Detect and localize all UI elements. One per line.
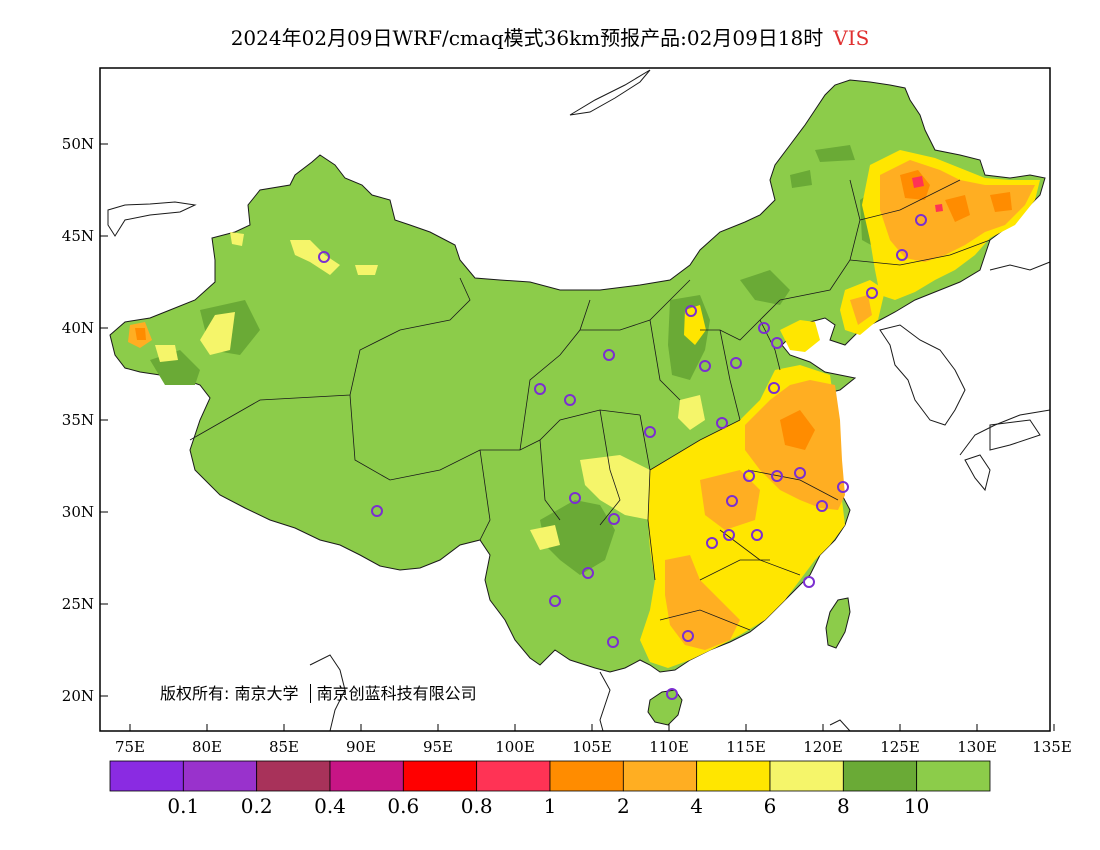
lat-label: 45N bbox=[62, 227, 94, 245]
lat-label: 50N bbox=[62, 135, 94, 153]
legend-label: 2 bbox=[616, 794, 630, 818]
legend-label: 10 bbox=[903, 794, 930, 818]
province-boundaries bbox=[189, 179, 991, 631]
visibility-dark-orange-zones bbox=[135, 170, 1012, 450]
station-marker bbox=[607, 636, 619, 648]
lat-label: 40N bbox=[62, 319, 94, 337]
station-marker bbox=[915, 214, 927, 226]
station-marker bbox=[751, 529, 763, 541]
lon-label: 75E bbox=[115, 738, 145, 756]
legend-swatch bbox=[329, 760, 404, 792]
legend-swatch bbox=[696, 760, 771, 792]
legend-label: 0.1 bbox=[167, 794, 200, 818]
lon-label: 125E bbox=[880, 738, 920, 756]
legend-swatch bbox=[622, 760, 698, 792]
lon-label: 105E bbox=[572, 738, 612, 756]
neighbour-coastlines bbox=[107, 69, 1051, 732]
map-frame bbox=[99, 67, 1051, 732]
legend-label: 0.6 bbox=[387, 794, 420, 818]
lon-label: 120E bbox=[803, 738, 843, 756]
station-marker bbox=[569, 492, 581, 504]
title-variable: VIS bbox=[833, 26, 870, 50]
legend-swatch bbox=[916, 760, 991, 792]
legend-swatch bbox=[549, 760, 624, 792]
copyright-text: 版权所有: 南京大学 bbox=[160, 684, 299, 703]
lat-label: 35N bbox=[62, 411, 94, 429]
lon-label: 80E bbox=[192, 738, 222, 756]
station-marker bbox=[768, 382, 780, 394]
legend-label: 1 bbox=[543, 794, 557, 818]
latitude-axis: 50N 45N 40N 35N 30N 25N 20N bbox=[62, 135, 108, 705]
legend-swatch bbox=[182, 760, 258, 792]
station-marker bbox=[837, 481, 849, 493]
legend-swatch bbox=[769, 760, 844, 792]
legend-label: 0.2 bbox=[240, 794, 273, 818]
legend-label: 8 bbox=[836, 794, 850, 818]
lon-label: 90E bbox=[346, 738, 376, 756]
legend-label: 0.4 bbox=[314, 794, 346, 818]
lon-label: 115E bbox=[726, 738, 766, 756]
station-marker bbox=[534, 383, 546, 395]
legend-label: 6 bbox=[763, 794, 777, 818]
legend-label: 0.8 bbox=[460, 794, 493, 818]
legend-swatch bbox=[476, 760, 551, 792]
copyright-text-2: 南京创蓝科技有限公司 bbox=[316, 684, 477, 703]
lon-label: 100E bbox=[495, 738, 535, 756]
station-marker bbox=[603, 349, 615, 361]
station-marker bbox=[730, 357, 742, 369]
legend-swatch bbox=[842, 760, 918, 792]
legend-swatch bbox=[109, 760, 184, 792]
station-marker bbox=[706, 537, 718, 549]
copyright-separator bbox=[309, 684, 311, 703]
station-marker bbox=[794, 467, 806, 479]
lon-label: 135E bbox=[1032, 738, 1072, 756]
station-marker bbox=[318, 251, 330, 263]
map-title: 2024年02月09日WRF/cmaq模式36km预报产品:02月09日18时 V… bbox=[0, 22, 1100, 51]
legend-colorbar bbox=[109, 760, 991, 792]
station-marker bbox=[608, 513, 620, 525]
station-marker bbox=[699, 360, 711, 372]
station-marker bbox=[771, 337, 783, 349]
legend-swatch bbox=[402, 760, 478, 792]
station-marker bbox=[685, 305, 697, 317]
station-marker bbox=[564, 394, 576, 406]
title-main: 2024年02月09日WRF/cmaq模式36km预报产品:02月09日18时 bbox=[230, 26, 824, 50]
station-marker bbox=[866, 287, 878, 299]
station-markers bbox=[318, 214, 927, 700]
copyright-notice: 版权所有: 南京大学 南京创蓝科技有限公司 bbox=[160, 680, 477, 704]
lat-label: 25N bbox=[62, 595, 94, 613]
station-marker bbox=[549, 595, 561, 607]
station-marker bbox=[666, 688, 678, 700]
station-marker bbox=[803, 576, 815, 588]
visibility-red-zones bbox=[912, 176, 943, 212]
lat-label: 20N bbox=[62, 687, 94, 705]
legend-swatch bbox=[256, 760, 331, 792]
station-marker bbox=[644, 426, 656, 438]
lon-label: 110E bbox=[649, 738, 689, 756]
station-marker bbox=[743, 470, 755, 482]
lon-label: 130E bbox=[957, 738, 997, 756]
station-marker bbox=[716, 417, 728, 429]
longitude-axis: 75E 80E 85E 90E 95E 100E 105E 110E 115E 120E 125E 1… bbox=[115, 724, 1072, 756]
visibility-light-yellow-zones bbox=[155, 232, 705, 550]
station-marker bbox=[371, 505, 383, 517]
lat-label: 30N bbox=[62, 503, 94, 521]
station-marker bbox=[771, 470, 783, 482]
lon-label: 95E bbox=[423, 738, 453, 756]
legend-label: 4 bbox=[690, 794, 704, 818]
station-marker bbox=[758, 322, 770, 334]
station-marker bbox=[682, 630, 694, 642]
station-marker bbox=[726, 495, 738, 507]
lon-label: 85E bbox=[269, 738, 299, 756]
station-marker bbox=[816, 500, 828, 512]
station-marker bbox=[896, 249, 908, 261]
station-marker bbox=[723, 529, 735, 541]
station-marker bbox=[582, 567, 594, 579]
taiwan-island bbox=[825, 597, 851, 649]
